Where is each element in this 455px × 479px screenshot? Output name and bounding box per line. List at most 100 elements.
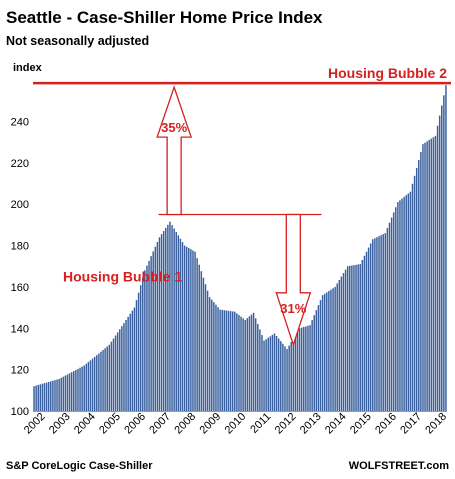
bar bbox=[395, 207, 397, 411]
bar bbox=[277, 338, 280, 411]
bar bbox=[357, 264, 359, 411]
bar bbox=[432, 137, 435, 412]
bar bbox=[73, 371, 75, 411]
y-axis-label: index bbox=[13, 62, 43, 74]
bar bbox=[66, 374, 69, 411]
x-tick-label: 2011 bbox=[248, 411, 273, 436]
bar bbox=[250, 314, 253, 411]
bar bbox=[177, 235, 180, 411]
bar bbox=[83, 365, 85, 411]
bar bbox=[382, 234, 384, 411]
bar bbox=[244, 319, 246, 411]
bar bbox=[175, 231, 177, 411]
bar bbox=[70, 372, 73, 411]
x-tick-label: 2014 bbox=[323, 411, 349, 437]
bar bbox=[110, 341, 113, 411]
bar bbox=[123, 323, 125, 411]
bar bbox=[198, 264, 200, 411]
bar bbox=[317, 305, 320, 411]
bar bbox=[252, 312, 255, 411]
bar bbox=[162, 231, 165, 411]
bar bbox=[386, 227, 389, 411]
bar bbox=[58, 378, 60, 411]
bar bbox=[196, 258, 198, 411]
bar bbox=[326, 292, 328, 411]
bar bbox=[399, 200, 401, 411]
bar bbox=[409, 191, 412, 411]
bar bbox=[100, 351, 102, 411]
x-axis-ticks: 2002 2003 2004 2005 2006 2007 2008 2009 2010 2011… bbox=[22, 411, 449, 437]
source-note: S&P CoreLogic Case-Shiller bbox=[6, 460, 153, 472]
y-tick-label: 140 bbox=[11, 323, 29, 335]
bar bbox=[234, 311, 236, 411]
bar bbox=[321, 295, 324, 411]
bar bbox=[361, 259, 364, 411]
bar bbox=[221, 309, 223, 411]
bar bbox=[225, 310, 228, 411]
bar bbox=[263, 340, 265, 411]
bar bbox=[75, 369, 77, 411]
chart-subtitle: Not seasonally adjusted bbox=[6, 34, 149, 48]
y-tick-label: 100 bbox=[11, 406, 29, 418]
bar bbox=[384, 233, 387, 411]
bar bbox=[129, 313, 131, 411]
y-tick-label: 220 bbox=[11, 158, 29, 170]
bar bbox=[282, 343, 284, 411]
bar bbox=[62, 376, 65, 411]
bar bbox=[305, 326, 307, 411]
bar bbox=[204, 284, 207, 411]
bar bbox=[179, 238, 182, 411]
bar bbox=[81, 366, 83, 411]
bar bbox=[236, 313, 238, 411]
bar bbox=[119, 329, 121, 411]
bar bbox=[411, 183, 414, 411]
down-arrow bbox=[275, 213, 312, 347]
bar bbox=[165, 227, 167, 411]
bar bbox=[445, 85, 447, 412]
bar bbox=[50, 381, 52, 411]
bar bbox=[426, 141, 428, 411]
x-tick-label: 2008 bbox=[172, 411, 198, 437]
bar bbox=[135, 300, 138, 411]
bar bbox=[131, 310, 134, 411]
bar bbox=[300, 327, 303, 411]
x-tick-label: 2013 bbox=[298, 411, 324, 437]
bar bbox=[52, 380, 54, 411]
bar bbox=[54, 380, 56, 411]
bar bbox=[112, 338, 115, 411]
bar bbox=[194, 251, 196, 411]
housing-bubble-1-label: Housing Bubble 1 bbox=[63, 269, 182, 285]
bar bbox=[286, 348, 288, 411]
bar bbox=[267, 337, 269, 411]
x-tick-label: 2006 bbox=[122, 411, 148, 437]
bar bbox=[33, 386, 35, 411]
bar bbox=[292, 338, 295, 411]
bar bbox=[380, 235, 382, 411]
bar bbox=[137, 292, 140, 411]
bar bbox=[144, 270, 146, 411]
chart-title: Seattle - Case-Shiller Home Price Index bbox=[6, 8, 323, 27]
x-tick-label: 2018 bbox=[423, 411, 449, 437]
bar bbox=[424, 142, 426, 411]
bar bbox=[125, 319, 127, 411]
bar bbox=[298, 328, 301, 411]
bar bbox=[139, 285, 142, 411]
bar bbox=[296, 331, 299, 411]
bar bbox=[160, 234, 163, 411]
bar bbox=[275, 336, 278, 411]
bar bbox=[35, 385, 37, 411]
bar bbox=[359, 264, 361, 411]
bar bbox=[403, 196, 405, 411]
y-tick-label: 120 bbox=[11, 365, 29, 377]
bar bbox=[108, 344, 111, 411]
bar bbox=[114, 335, 117, 411]
bar bbox=[309, 325, 311, 411]
bar bbox=[405, 195, 407, 411]
bar bbox=[288, 345, 290, 411]
bar bbox=[45, 382, 48, 411]
bar bbox=[374, 238, 376, 411]
bar bbox=[269, 336, 272, 411]
bar bbox=[430, 138, 433, 412]
bar bbox=[313, 315, 315, 411]
bar bbox=[93, 356, 96, 411]
